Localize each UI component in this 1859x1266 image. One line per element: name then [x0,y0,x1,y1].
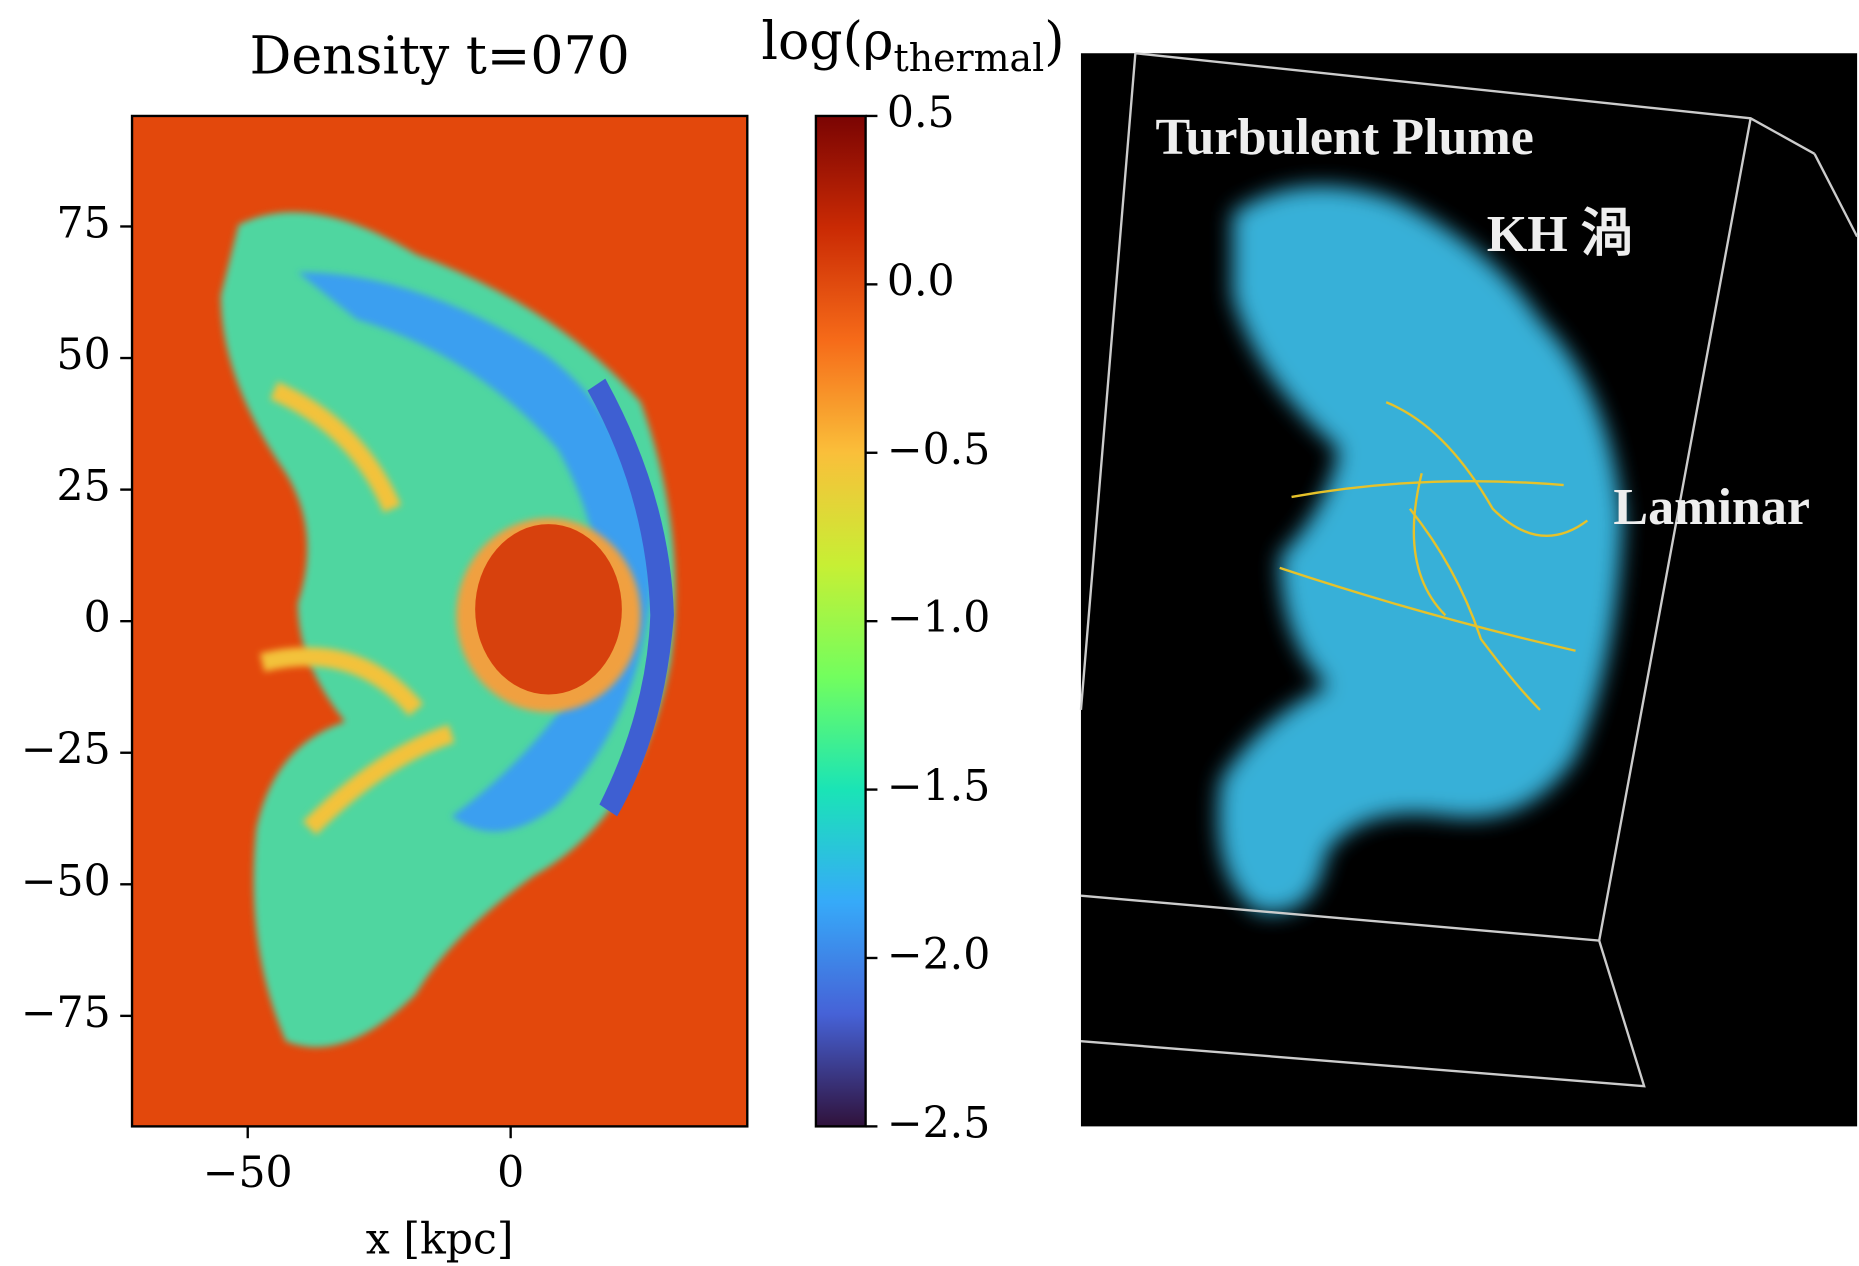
y-tick-label: −50 [21,856,111,906]
y-tick-label: 25 [57,462,111,512]
y-tick-label: −25 [21,725,111,775]
colorbar-tick-label: −1.5 [887,762,990,812]
x-tick-label: −50 [203,1148,293,1198]
y-tick-label: 75 [57,198,111,248]
y-tick-label: 0 [84,593,111,643]
colorbar-label: log(ρthermal) [761,12,1064,80]
colorbar-label-sub: thermal [894,36,1045,80]
colorbar-tick-label: −2.0 [887,930,990,980]
y-tick-label: −75 [21,988,111,1038]
x-axis-label: x [kpc] [366,1214,514,1264]
density-field [132,115,748,1127]
colorbar-tick-label: −1.0 [887,593,990,643]
colorbar-label-base: log(ρ [761,12,893,72]
render-panel: Turbulent Plume KH 渦 Laminar [1079,52,1859,1127]
colorbar-label-close: ) [1044,12,1064,72]
y-tick-label: 50 [57,330,111,380]
colorbar-tick-label: 0.5 [887,88,955,138]
annotation: Turbulent Plume [1155,109,1533,166]
x-tick-label: 0 [497,1148,524,1198]
chart-title: Density t=070 [250,26,630,86]
colorbar-tick-label: 0.0 [887,256,955,306]
annotation: KH 渦 [1487,206,1633,263]
colorbar-tick-label: −0.5 [887,425,990,475]
colorbar-tick-label: −2.5 [887,1098,990,1148]
annotation: Laminar [1613,479,1810,536]
colorbar [814,114,867,1128]
